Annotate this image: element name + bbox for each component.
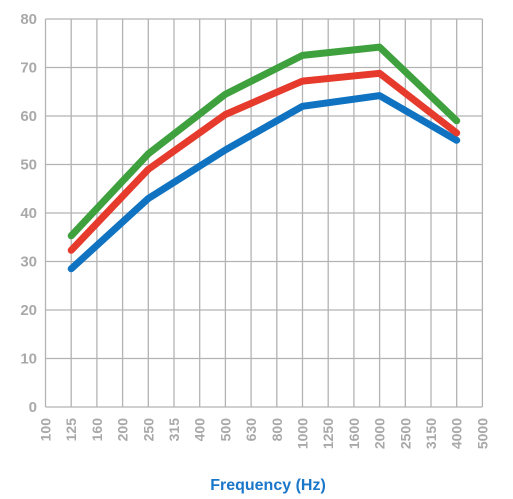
x-tick-label: 5000 xyxy=(474,418,490,449)
y-tick-label: 50 xyxy=(20,157,37,174)
y-tick-label: 80 xyxy=(20,11,37,28)
series-line-2 xyxy=(67,69,461,254)
x-tick-label: 630 xyxy=(243,418,259,442)
x-tick-label: 160 xyxy=(89,418,105,442)
x-tick-label: 250 xyxy=(140,418,156,442)
x-tick-label: 500 xyxy=(217,418,233,442)
x-tick-label: 2500 xyxy=(397,418,413,449)
x-tick-label: 2000 xyxy=(372,418,388,449)
y-tick-label: 30 xyxy=(20,254,37,271)
x-tick-label: 1600 xyxy=(346,418,362,449)
horizontal-gridlines xyxy=(45,18,483,408)
x-tick-label: 315 xyxy=(166,418,182,442)
x-tick-label: 125 xyxy=(63,418,79,442)
x-tick-label: 4000 xyxy=(449,418,465,449)
series-group xyxy=(67,43,461,273)
x-tick-label: 200 xyxy=(115,418,131,442)
x-tick-label: 1250 xyxy=(320,418,336,449)
y-tick-label: 0 xyxy=(29,399,37,416)
series-line-3 xyxy=(67,43,461,240)
y-tick-label: 10 xyxy=(20,351,37,368)
series-line-1 xyxy=(67,92,461,273)
x-tick-label: 100 xyxy=(38,418,54,442)
y-tick-label: 40 xyxy=(20,205,37,222)
x-tick-label: 3150 xyxy=(423,418,439,449)
x-tick-label: 400 xyxy=(192,418,208,442)
y-tick-label: 70 xyxy=(20,60,37,77)
y-axis-ticks: 0 10 20 30 40 50 60 70 80 xyxy=(20,11,37,416)
x-tick-label: 1000 xyxy=(295,418,311,449)
x-axis-ticks: 100 125 160 200 250 315 400 500 630 800 1000 1250 16… xyxy=(38,418,491,449)
y-tick-label: 60 xyxy=(20,108,37,125)
y-tick-label: 20 xyxy=(20,302,37,319)
x-tick-label: 800 xyxy=(269,418,285,442)
x-axis-label: Frequency (Hz) xyxy=(210,477,326,494)
